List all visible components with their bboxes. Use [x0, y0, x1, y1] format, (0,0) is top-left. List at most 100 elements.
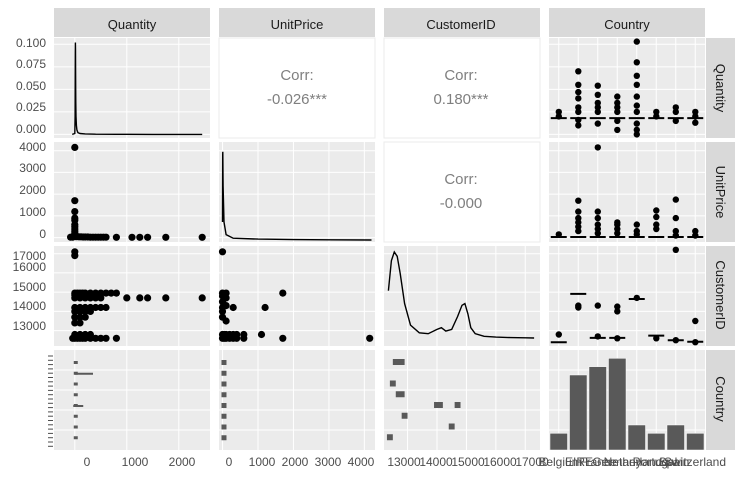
- y-tick-label-unitprice-2000: 2000: [19, 183, 46, 197]
- scatter-point-quantity-unitprice: [102, 233, 110, 241]
- facet-bar-country-unitprice: [221, 403, 227, 408]
- y-tick-label-customerid-13000: 13000: [13, 319, 47, 333]
- y-tick-label-unitprice-4000: 4000: [19, 140, 46, 154]
- scatter-point-unitprice-customerid: [222, 317, 230, 325]
- strip-point-country-quantity: [672, 117, 679, 125]
- facet-bar-country-customerid: [395, 391, 405, 398]
- facet-bar-country-quantity: [74, 372, 93, 375]
- x-tick-label-customerid-15000: 15000: [451, 455, 485, 469]
- scatter-point-quantity-unitprice: [162, 233, 170, 241]
- facet-bar-country-quantity: [73, 393, 78, 397]
- facet-bar-country-customerid: [389, 380, 396, 387]
- x-tick-label-quantity-0: 0: [84, 455, 91, 469]
- scatter-point-quantity-customerid: [76, 319, 84, 327]
- density-line-customerid: [387, 250, 535, 339]
- scatter-point-unitprice-customerid: [366, 334, 374, 342]
- strip-point-country-quantity: [692, 119, 699, 126]
- facet-bar-country-unitprice: [221, 370, 227, 376]
- scatter-point-quantity-customerid: [112, 289, 120, 297]
- y-tick-label-unitprice-3000: 3000: [19, 161, 46, 175]
- facet-bar-country-customerid: [448, 423, 455, 430]
- facet-bar-country-quantity: [73, 425, 78, 429]
- strip-point-country-unitprice: [672, 196, 679, 203]
- scatter-point-quantity-customerid: [162, 294, 170, 302]
- strip-point-country-unitprice: [575, 227, 582, 235]
- scatter-point-quantity-customerid: [198, 294, 206, 302]
- scatter-point-quantity-customerid: [123, 294, 131, 302]
- x-tick-label-country-germany: Germany: [592, 455, 641, 469]
- panel-r1-c1: [219, 142, 375, 242]
- y-tick-label-unitprice-1000: 1000: [19, 205, 46, 219]
- panel-r0-c2: [383, 37, 541, 139]
- strip-point-country-customerid: [614, 308, 621, 315]
- strip-point-country-unitprice: [653, 207, 660, 214]
- strip-point-country-quantity: [633, 120, 640, 127]
- scatter-point-quantity-customerid: [71, 294, 79, 302]
- strip-point-country-customerid: [653, 335, 660, 342]
- scatter-point-quantity-customerid: [102, 289, 110, 297]
- scatter-point-quantity-customerid: [81, 313, 89, 321]
- scatter-point-quantity-unitprice: [71, 197, 79, 205]
- strip-point-country-customerid: [575, 304, 582, 311]
- scatter-point-quantity-customerid: [92, 294, 100, 302]
- strip-point-country-quantity: [575, 68, 582, 75]
- column-strip-3: [549, 8, 705, 37]
- scatter-point-unitprice-customerid: [257, 330, 266, 339]
- x-tick-label-country-switzerland: Switzerland: [664, 455, 726, 469]
- x-tick-label-country-belgium: Belgium: [538, 455, 581, 469]
- strip-point-country-quantity: [594, 82, 601, 89]
- strip-point-country-customerid: [614, 335, 621, 342]
- corr-value-unitprice-customerid: -0.000: [440, 195, 483, 212]
- strip-point-country-quantity: [614, 99, 621, 107]
- scatter-point-quantity-customerid: [102, 303, 110, 312]
- strip-point-country-unitprice: [672, 232, 679, 239]
- strip-point-country-unitprice: [672, 227, 679, 235]
- strip-point-country-unitprice: [653, 213, 660, 221]
- scatter-point-quantity-customerid: [71, 307, 79, 315]
- density-line-unitprice: [221, 151, 372, 241]
- density-line-quantity: [71, 42, 203, 136]
- row-strip-2: [706, 246, 735, 346]
- y-tick-label-customerid-15000: 15000: [13, 280, 47, 294]
- column-strip-label-unitprice: UnitPrice: [271, 17, 324, 32]
- strip-point-country-quantity: [633, 81, 640, 89]
- column-strip-1: [219, 8, 375, 37]
- facet-strips: Quantity UnitPrice CustomerID Country Qu…: [54, 8, 735, 450]
- strip-point-country-customerid: [594, 333, 601, 340]
- strip-point-country-unitprice: [594, 144, 601, 151]
- scatter-point-quantity-customerid: [81, 294, 89, 302]
- strip-point-country-quantity: [633, 108, 640, 116]
- strip-point-country-quantity: [575, 88, 582, 96]
- strip-point-country-unitprice: [633, 221, 640, 228]
- strip-point-country-customerid: [672, 337, 679, 344]
- corr-label-unitprice-customerid: Corr:: [444, 171, 477, 188]
- x-axis-tick-labels: 0 1000 2000 0 1000 2000 3000 4000 13000 …: [84, 455, 726, 469]
- facet-bar-country-unitprice: [221, 360, 227, 365]
- strip-point-country-quantity: [575, 95, 582, 102]
- x-tick-label-country-netherlands: Netherlands: [604, 455, 669, 469]
- panel-backgrounds: [54, 37, 705, 450]
- corr-label-quantity-customerid: Corr:: [444, 67, 477, 84]
- column-strip-label-customerid: CustomerID: [426, 17, 495, 32]
- scatter-point-quantity-customerid: [92, 303, 100, 312]
- scatter-point-quantity-customerid: [76, 294, 84, 302]
- scatter-point-unitprice-customerid: [218, 307, 227, 315]
- panel-r2-c2: [384, 246, 540, 346]
- strip-point-country-customerid: [555, 331, 562, 338]
- strip-point-country-quantity: [575, 108, 582, 116]
- strip-point-country-unitprice: [692, 227, 699, 235]
- x-tick-label-quantity-2000: 2000: [169, 455, 196, 469]
- strip-point-country-unitprice: [555, 231, 562, 238]
- scatter-point-quantity-customerid: [81, 307, 89, 315]
- x-tick-label-country-spain: Spain: [659, 455, 690, 469]
- scatter-point-quantity-customerid: [97, 334, 105, 342]
- strip-point-country-quantity: [614, 108, 621, 116]
- strip-point-country-quantity: [575, 116, 582, 124]
- row-strip-label-country: Country: [713, 376, 728, 422]
- strip-point-country-unitprice: [653, 221, 660, 228]
- correlation-labels: Corr: -0.026*** Corr: 0.180*** Corr: -0.…: [267, 67, 489, 212]
- x-tick-label-country-portugal: Portugal: [633, 455, 678, 469]
- strip-point-country-unitprice: [614, 221, 621, 228]
- facet-bar-country-quantity: [73, 361, 78, 364]
